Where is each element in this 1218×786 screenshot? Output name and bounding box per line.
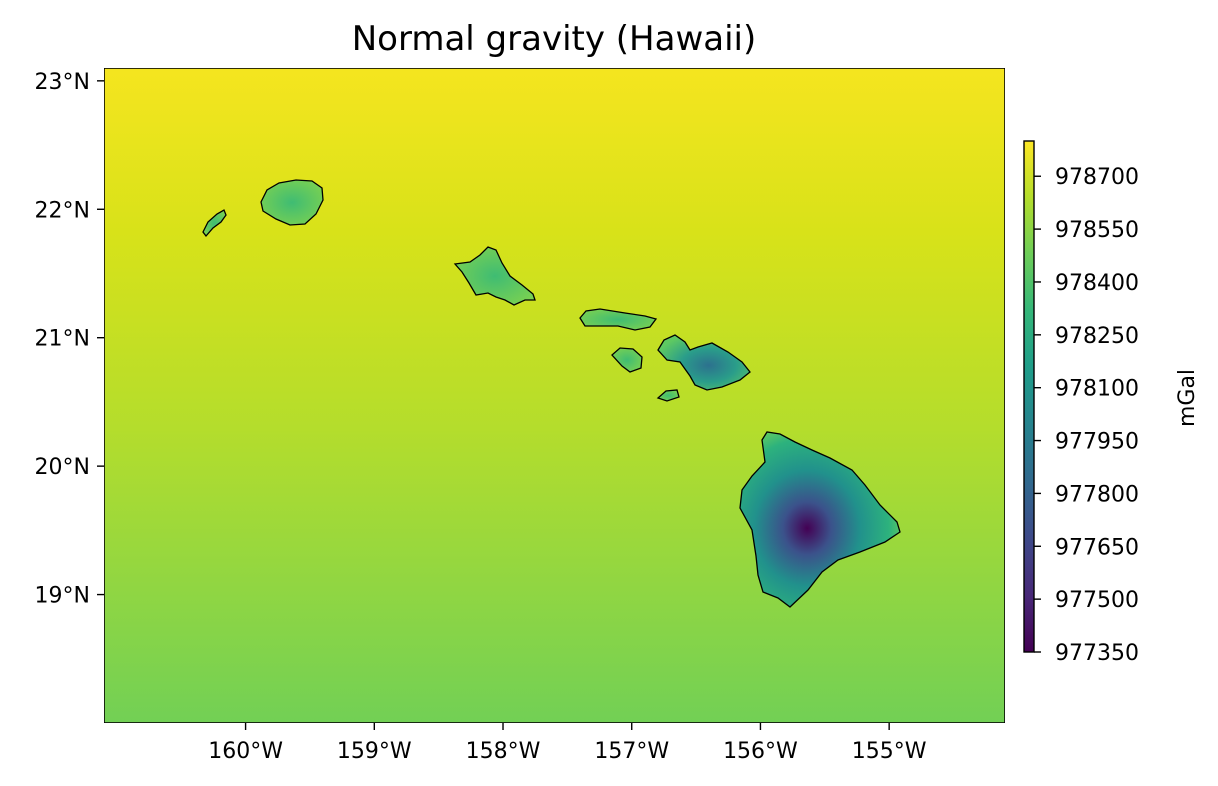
colorbar-ticks: 977350 977500 977650 977800 977950 978100 9782…	[1034, 165, 1139, 666]
colorbar-tick-label: 977950	[1055, 430, 1139, 455]
island-molokai	[579, 308, 658, 331]
island-oahu	[453, 246, 536, 306]
y-axis: 23°N 22°N 21°N 20°N 19°N	[35, 70, 104, 609]
x-tick-label: 158°W	[466, 739, 541, 764]
x-tick-label: 160°W	[208, 739, 283, 764]
gravity-field-background	[104, 68, 1005, 723]
colorbar-tick-label: 977800	[1055, 482, 1139, 507]
y-tick-label: 21°N	[35, 327, 90, 352]
x-tick-label: 157°W	[594, 739, 669, 764]
y-tick-label: 22°N	[35, 198, 90, 223]
island-lanai	[611, 347, 643, 373]
colorbar-tick-label: 978250	[1055, 324, 1139, 349]
y-tick-label: 23°N	[35, 70, 90, 95]
island-kauai	[260, 179, 324, 226]
colorbar-label: mGal	[1175, 369, 1200, 427]
colorbar-tick-label: 978100	[1055, 377, 1139, 402]
plot-area	[104, 68, 1005, 723]
colorbar-tick-label: 978400	[1055, 271, 1139, 296]
y-tick-label: 20°N	[35, 455, 90, 480]
colorbar-tick-label: 977350	[1055, 641, 1139, 666]
x-axis: 160°W 159°W 158°W 157°W 156°W 155°W	[208, 723, 927, 764]
island-kahoolawe	[656, 389, 680, 402]
y-tick-label: 19°N	[35, 584, 90, 609]
colorbar-gradient	[1023, 140, 1035, 653]
island-big-island	[739, 431, 901, 608]
chart-title: Normal gravity (Hawaii)	[352, 19, 757, 59]
colorbar-tick-label: 977650	[1055, 535, 1139, 560]
x-tick-label: 159°W	[337, 739, 412, 764]
x-tick-label: 156°W	[723, 739, 798, 764]
colorbar-tick-label: 978700	[1055, 165, 1139, 190]
island-niihau	[202, 209, 227, 238]
colorbar: 977350 977500 977650 977800 977950 978100 9782…	[1023, 140, 1200, 666]
x-tick-label: 155°W	[852, 739, 927, 764]
island-maui	[657, 334, 751, 391]
colorbar-tick-label: 978550	[1055, 218, 1139, 243]
colorbar-tick-label: 977500	[1055, 588, 1139, 613]
